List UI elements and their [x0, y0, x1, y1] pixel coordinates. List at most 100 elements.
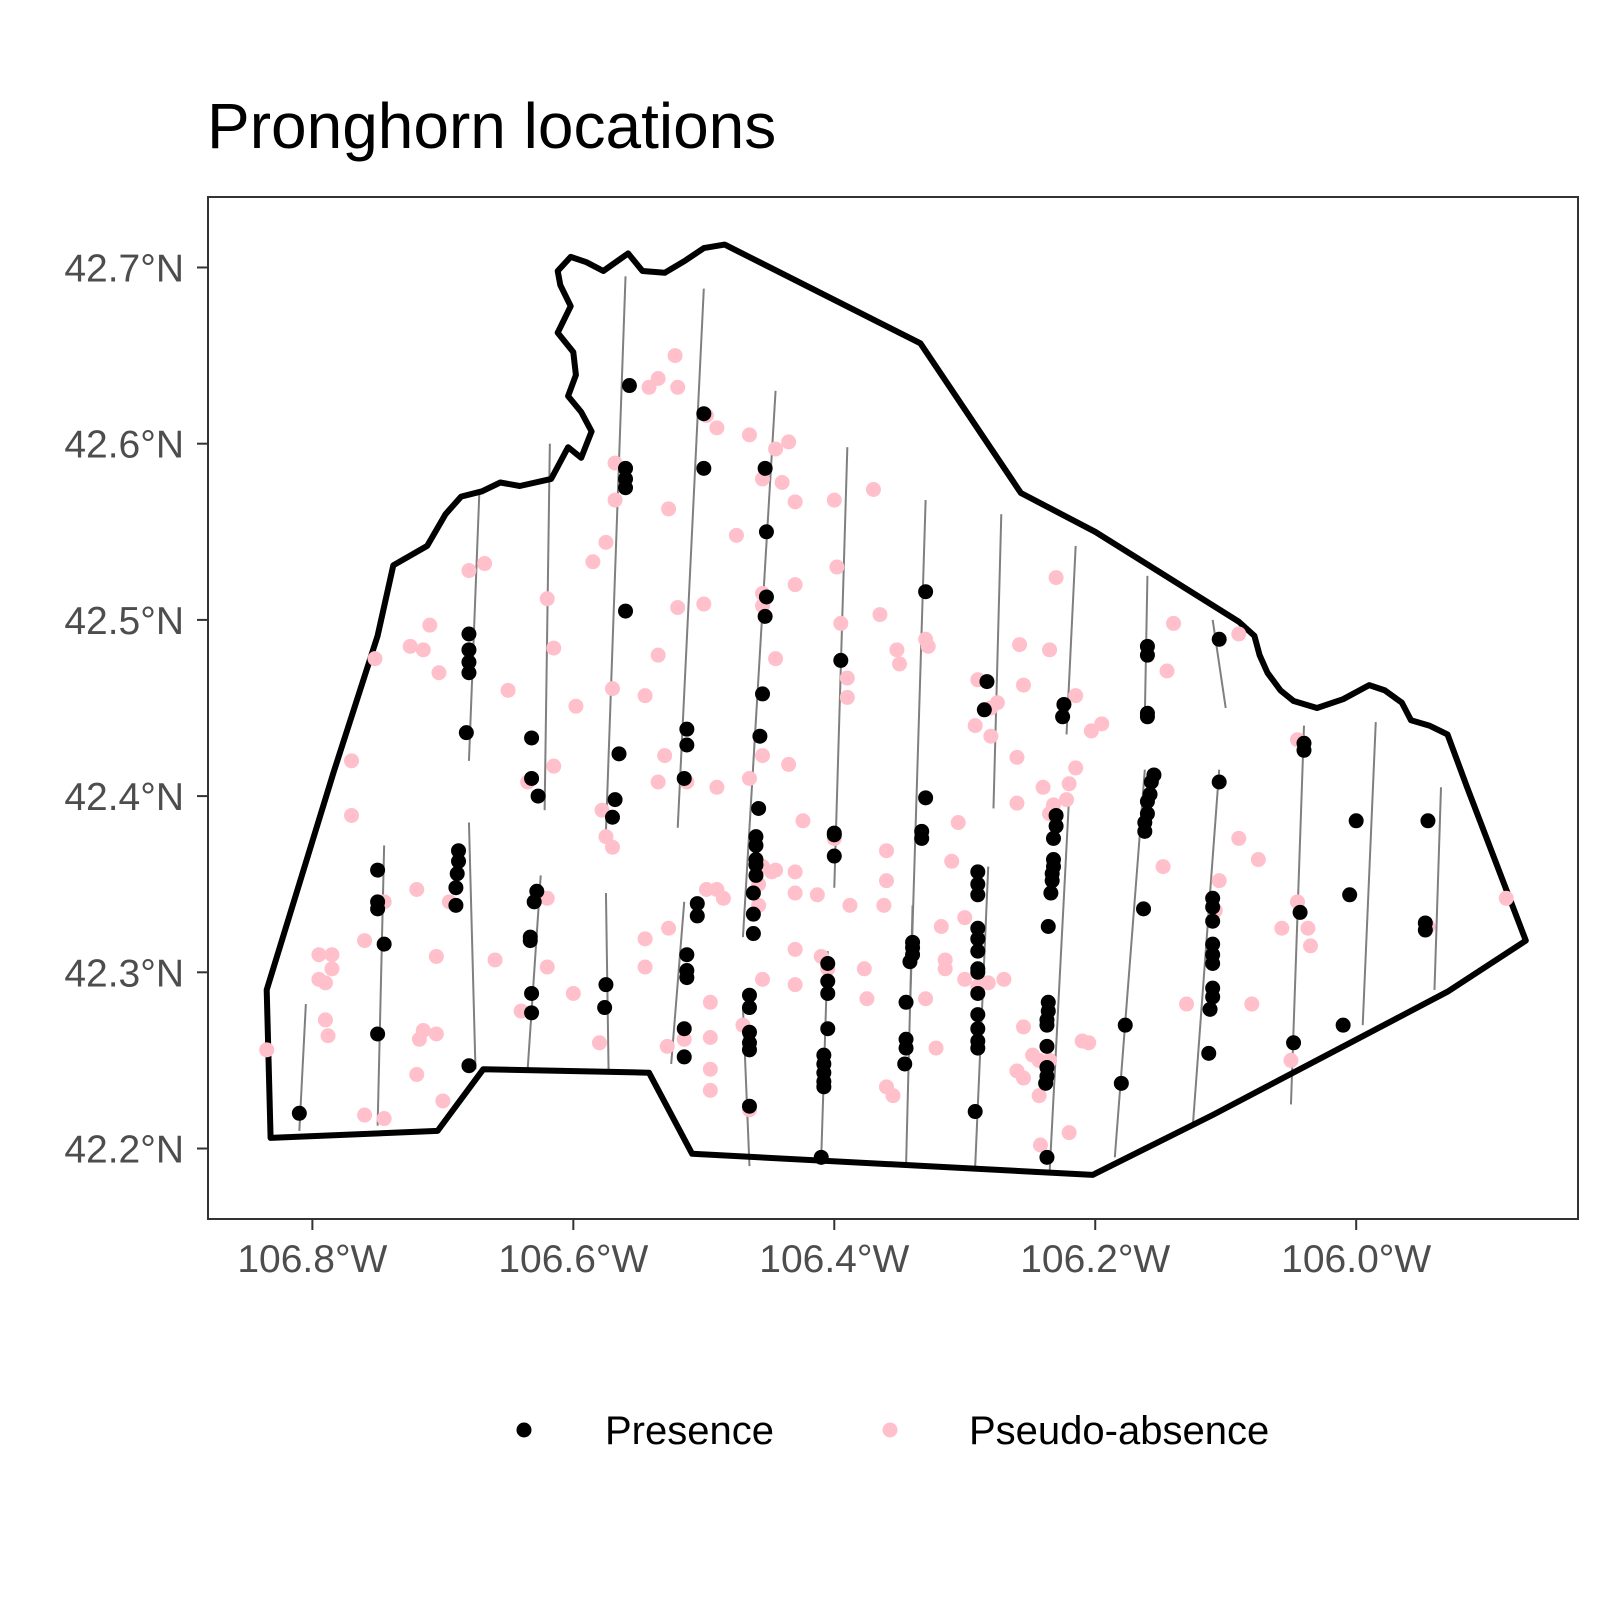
- presence-point: [448, 897, 464, 913]
- presence-point: [1043, 885, 1059, 901]
- presence-point: [897, 1056, 913, 1072]
- presence-point: [291, 1105, 307, 1121]
- presence-point: [970, 985, 986, 1001]
- presence-point: [676, 770, 692, 786]
- study-area-boundary-layer: [263, 241, 1529, 1178]
- pseudo-absence-point: [428, 948, 444, 964]
- presence-point: [1048, 807, 1064, 823]
- presence-point: [611, 746, 627, 762]
- presence-point: [679, 721, 695, 737]
- pseudo-absence-point: [950, 815, 966, 831]
- pseudo-absence-point: [702, 994, 718, 1010]
- pseudo-absence-point: [1498, 890, 1514, 906]
- presence-point: [1044, 873, 1060, 889]
- pseudo-absence-point: [1035, 779, 1051, 795]
- pseudo-absence-point: [928, 1040, 944, 1056]
- presence-point: [970, 876, 986, 892]
- presence-point: [813, 1149, 829, 1165]
- transect-line: [670, 901, 686, 1065]
- x-tick-label: 106.0°W: [1281, 1238, 1431, 1281]
- presence-point: [689, 908, 705, 924]
- y-tick-label: 42.5°N: [64, 600, 184, 643]
- x-tick-label: 106.6°W: [498, 1238, 648, 1281]
- pseudo-absence-point: [650, 774, 666, 790]
- presence-point: [1137, 823, 1153, 839]
- presence-point: [976, 702, 992, 718]
- pseudo-absence-point: [842, 897, 858, 913]
- presence-point: [1205, 956, 1221, 971]
- presence-point: [970, 887, 986, 903]
- presence-point: [1139, 709, 1155, 725]
- pseudo-absence-point: [876, 897, 892, 913]
- presence-point: [451, 853, 467, 869]
- legend: Presence Pseudo-absence: [516, 1409, 1269, 1453]
- presence-point: [918, 584, 934, 600]
- presence-point: [451, 843, 467, 859]
- pseudo-absence-point: [357, 1107, 373, 1123]
- presence-point: [524, 730, 540, 746]
- transect-line: [1361, 722, 1377, 1026]
- pseudo-absence-point: [795, 813, 811, 829]
- presence-point: [748, 857, 764, 873]
- presence-point: [604, 809, 620, 825]
- presence-point: [826, 848, 842, 864]
- pseudo-absence-point: [539, 591, 555, 607]
- presence-point: [1143, 774, 1159, 790]
- transect-line: [1433, 787, 1442, 990]
- y-tick-label: 42.3°N: [64, 952, 184, 995]
- presence-point: [758, 524, 774, 540]
- pseudo-absence-point: [376, 1111, 392, 1127]
- pseudo-absence-point: [878, 873, 894, 889]
- presence-point: [458, 725, 474, 741]
- presence-point: [914, 830, 930, 846]
- presence-point: [1038, 1075, 1054, 1091]
- pseudo-absence-point: [604, 681, 620, 697]
- location-points: [259, 348, 1514, 1165]
- legend-key-dot: [516, 1422, 532, 1438]
- pseudo-absence-point: [546, 758, 562, 774]
- pseudo-absence-point: [1231, 830, 1247, 846]
- pseudo-absence-point: [461, 563, 477, 579]
- pseudo-absence-point: [1211, 873, 1227, 889]
- pseudo-absence-point: [768, 441, 784, 457]
- pseudo-absence-point: [650, 647, 666, 663]
- pseudo-absence-point: [709, 420, 725, 436]
- pseudo-absence-point: [565, 985, 581, 1001]
- pseudo-absence-point: [259, 1042, 275, 1058]
- pseudo-absence-point: [957, 971, 973, 987]
- transect-line: [604, 276, 627, 832]
- presence-point: [755, 686, 771, 702]
- presence-point: [970, 920, 986, 936]
- presence-point: [1335, 1017, 1351, 1033]
- pseudo-absence-point: [431, 665, 447, 681]
- presence-point: [1040, 918, 1056, 934]
- pseudo-absence-point: [344, 753, 360, 769]
- presence-point: [1039, 1017, 1055, 1033]
- legend-item: Presence: [516, 1409, 774, 1453]
- presence-point: [1211, 774, 1227, 790]
- presence-point: [530, 788, 546, 804]
- legend-key-dot: [882, 1422, 898, 1438]
- presence-point: [1039, 1038, 1055, 1054]
- pseudo-absence-point: [402, 638, 418, 654]
- presence-point: [618, 480, 634, 496]
- presence-point: [607, 792, 623, 808]
- pseudo-absence-point: [641, 379, 657, 395]
- presence-point: [370, 862, 386, 878]
- pseudo-absence-point: [856, 961, 872, 977]
- pseudo-absence-point: [1231, 626, 1247, 642]
- pseudo-absence-point: [411, 1031, 427, 1047]
- transect-line: [543, 443, 551, 811]
- presence-point: [524, 1005, 540, 1021]
- pseudo-absence-point: [839, 689, 855, 705]
- pseudo-absence-point: [781, 434, 797, 450]
- presence-point: [376, 936, 392, 952]
- presence-point: [461, 665, 477, 681]
- transect-line: [1048, 796, 1071, 1174]
- presence-point: [1056, 696, 1072, 712]
- pseudo-absence-point: [661, 920, 677, 936]
- pseudo-absence-point: [787, 577, 803, 593]
- pseudo-absence-point: [1012, 637, 1028, 653]
- pseudo-absence-point: [878, 843, 894, 859]
- legend-label: Pseudo-absence: [969, 1409, 1269, 1453]
